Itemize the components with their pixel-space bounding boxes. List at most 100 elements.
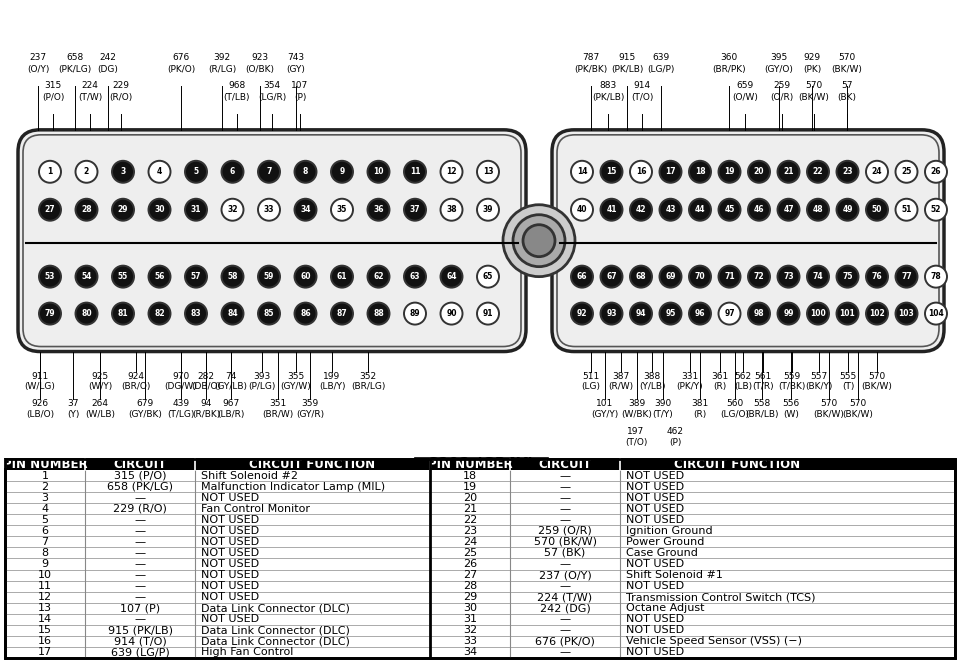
Circle shape xyxy=(112,266,134,288)
Circle shape xyxy=(836,199,858,221)
Text: 48: 48 xyxy=(813,205,824,214)
Text: 18: 18 xyxy=(695,167,706,176)
Text: 7: 7 xyxy=(41,537,49,547)
Circle shape xyxy=(866,266,888,288)
Text: 45: 45 xyxy=(724,205,734,214)
Text: 88: 88 xyxy=(373,309,384,318)
Text: 41: 41 xyxy=(607,205,616,214)
Text: 639 (LG/P): 639 (LG/P) xyxy=(110,647,169,658)
Text: 53: 53 xyxy=(45,272,55,281)
Text: (GY/BK): (GY/BK) xyxy=(128,410,162,420)
Text: 21: 21 xyxy=(463,504,477,514)
Text: 393: 393 xyxy=(253,371,271,381)
Text: 29: 29 xyxy=(463,592,477,602)
Text: 229 (R/O): 229 (R/O) xyxy=(113,504,167,514)
Circle shape xyxy=(441,199,463,221)
Text: NOT USED: NOT USED xyxy=(626,492,684,503)
Text: 389: 389 xyxy=(629,399,646,408)
Text: 883: 883 xyxy=(599,81,616,90)
Circle shape xyxy=(185,161,207,182)
Text: 224 (T/W): 224 (T/W) xyxy=(538,592,592,602)
Text: NOT USED: NOT USED xyxy=(626,504,684,514)
Text: 55: 55 xyxy=(118,272,128,281)
Circle shape xyxy=(112,161,134,182)
Text: 32: 32 xyxy=(228,205,238,214)
Text: (LG): (LG) xyxy=(582,383,601,391)
Text: 47: 47 xyxy=(783,205,794,214)
Text: 923: 923 xyxy=(252,53,269,62)
Text: (O/W): (O/W) xyxy=(732,93,758,102)
Circle shape xyxy=(836,303,858,325)
Circle shape xyxy=(513,215,565,266)
Text: (W): (W) xyxy=(783,410,799,420)
Text: (T): (T) xyxy=(842,383,854,391)
Text: 25: 25 xyxy=(901,167,912,176)
Text: 237 (O/Y): 237 (O/Y) xyxy=(539,570,591,580)
Text: (O/Y): (O/Y) xyxy=(27,65,49,74)
Text: 352: 352 xyxy=(359,371,376,381)
Circle shape xyxy=(689,161,711,182)
Text: 27: 27 xyxy=(463,570,477,580)
Text: 3: 3 xyxy=(41,492,49,503)
Text: (DG): (DG) xyxy=(98,65,118,74)
Text: 915 (PK/LB): 915 (PK/LB) xyxy=(108,625,173,635)
Text: 392: 392 xyxy=(213,53,230,62)
Text: —: — xyxy=(560,515,570,525)
Circle shape xyxy=(222,303,244,325)
Text: (W/LB): (W/LB) xyxy=(85,410,115,420)
Text: Transmission Control Switch (TCS): Transmission Control Switch (TCS) xyxy=(626,592,815,602)
Text: (Y/LB): (Y/LB) xyxy=(638,383,665,391)
Text: 14: 14 xyxy=(38,614,52,624)
Text: 36: 36 xyxy=(373,205,384,214)
Text: (R): (R) xyxy=(693,410,707,420)
Circle shape xyxy=(660,266,682,288)
Circle shape xyxy=(571,161,593,182)
Text: 94: 94 xyxy=(636,309,646,318)
Text: 967: 967 xyxy=(223,399,240,408)
Text: 79: 79 xyxy=(45,309,56,318)
Text: (PK/Y): (PK/Y) xyxy=(677,383,704,391)
Text: 61: 61 xyxy=(337,272,348,281)
Text: 34: 34 xyxy=(300,205,311,214)
Text: 15: 15 xyxy=(38,625,52,635)
Circle shape xyxy=(718,303,740,325)
Circle shape xyxy=(368,266,390,288)
Text: 19: 19 xyxy=(463,482,477,492)
Text: NOT USED: NOT USED xyxy=(626,559,684,569)
Text: 659: 659 xyxy=(736,81,754,90)
Text: (BR/O): (BR/O) xyxy=(121,383,151,391)
Text: 52: 52 xyxy=(931,205,941,214)
Text: (GY/W): (GY/W) xyxy=(280,383,311,391)
Circle shape xyxy=(149,266,171,288)
Circle shape xyxy=(503,205,575,277)
Text: 96: 96 xyxy=(695,309,706,318)
Text: CIRCUIT FUNCTION: CIRCUIT FUNCTION xyxy=(250,458,375,471)
Circle shape xyxy=(39,199,61,221)
Text: 1: 1 xyxy=(47,167,53,176)
Circle shape xyxy=(896,303,918,325)
Text: Shift Solenoid #1: Shift Solenoid #1 xyxy=(626,570,723,580)
Text: 12: 12 xyxy=(38,592,52,602)
Text: (R/LG): (R/LG) xyxy=(208,65,236,74)
Circle shape xyxy=(601,266,622,288)
Text: NOT USED: NOT USED xyxy=(201,581,259,591)
Text: (T/O): (T/O) xyxy=(625,438,647,447)
Text: 24: 24 xyxy=(872,167,882,176)
Text: 56: 56 xyxy=(155,272,165,281)
Circle shape xyxy=(258,303,280,325)
Text: 10: 10 xyxy=(38,570,52,580)
Circle shape xyxy=(258,199,280,221)
Text: —: — xyxy=(560,647,570,658)
Text: 98: 98 xyxy=(754,309,764,318)
Text: 639: 639 xyxy=(653,53,670,62)
Text: 66: 66 xyxy=(577,272,588,281)
Text: (BR/LG): (BR/LG) xyxy=(350,383,385,391)
Text: 5: 5 xyxy=(41,515,49,525)
Text: 84: 84 xyxy=(228,309,238,318)
Text: 75: 75 xyxy=(842,272,852,281)
Text: 259: 259 xyxy=(774,81,791,90)
Text: Data Link Connector (DLC): Data Link Connector (DLC) xyxy=(201,625,349,635)
Text: 25: 25 xyxy=(463,548,477,558)
Text: 28: 28 xyxy=(463,581,477,591)
Text: 17: 17 xyxy=(38,647,52,658)
